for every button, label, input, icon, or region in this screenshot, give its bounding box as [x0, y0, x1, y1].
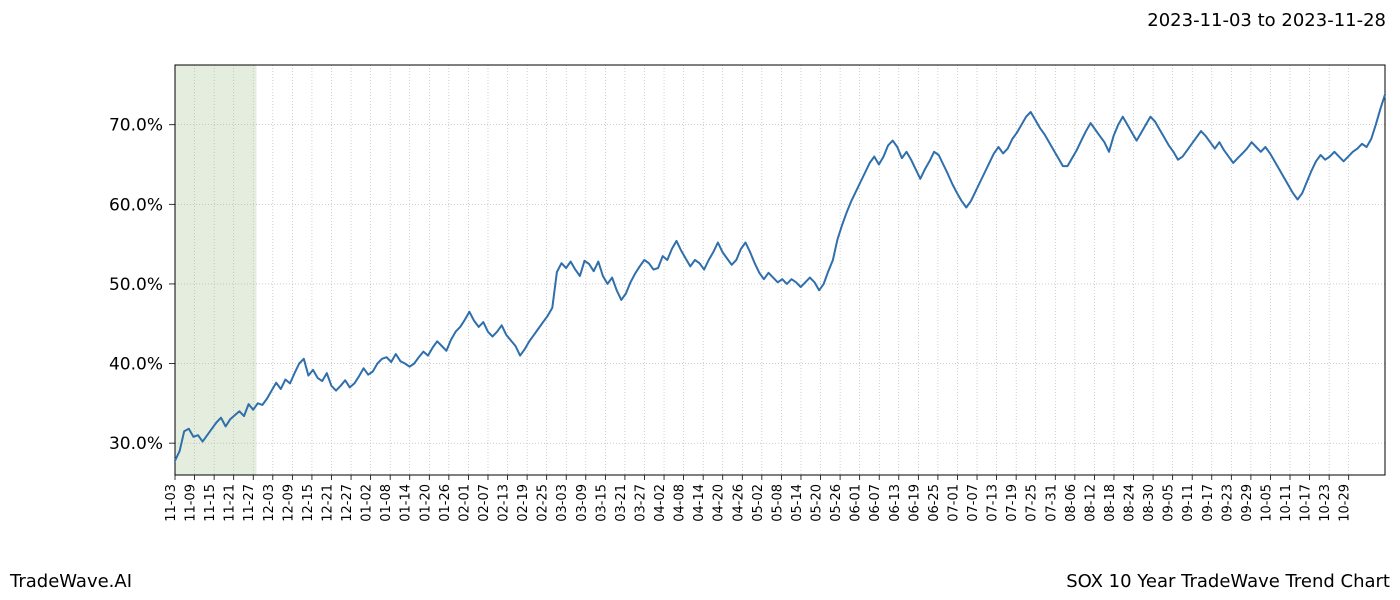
x-tick-label: 07-13 — [986, 484, 1001, 522]
x-tick-label: 10-23 — [1318, 484, 1333, 522]
y-tick-label: 70.0% — [109, 116, 163, 136]
x-tick-label: 07-19 — [1005, 484, 1020, 522]
x-tick-label: 04-26 — [731, 484, 746, 522]
footer-brand: TradeWave.AI — [10, 571, 132, 592]
date-range: 2023-11-03 to 2023-11-28 — [1147, 10, 1386, 31]
x-tick-label: 11-27 — [242, 484, 257, 522]
x-tick-label: 01-08 — [379, 484, 394, 522]
x-tick-label: 09-17 — [1201, 484, 1216, 522]
x-tick-label: 07-07 — [966, 484, 981, 522]
x-tick-label: 05-08 — [770, 484, 785, 522]
x-tick-label: 08-30 — [1142, 484, 1157, 522]
x-tick-label: 09-11 — [1181, 484, 1196, 522]
x-tick-label: 11-03 — [164, 484, 179, 522]
x-tick-label: 01-20 — [418, 484, 433, 522]
x-tick-label: 04-14 — [692, 484, 707, 522]
x-tick-label: 03-15 — [594, 484, 609, 522]
x-tick-label: 08-12 — [1083, 484, 1098, 522]
x-tick-label: 01-14 — [399, 484, 414, 522]
x-tick-label: 07-01 — [946, 484, 961, 522]
x-tick-label: 05-14 — [790, 484, 805, 522]
x-tick-label: 11-09 — [184, 484, 199, 522]
trend-chart: 11-03 11-09 11-15 11-21 11-27 12-03 12-09 12-15… — [0, 45, 1400, 555]
x-tick-label: 10-11 — [1279, 484, 1294, 522]
x-tick-label: 10-17 — [1299, 484, 1314, 522]
footer-title: SOX 10 Year TradeWave Trend Chart — [1066, 571, 1390, 592]
x-tick-label: 07-31 — [1044, 484, 1059, 522]
x-tick-label: 06-13 — [888, 484, 903, 522]
x-tick-label: 12-15 — [301, 484, 316, 522]
x-tick-label: 08-18 — [1103, 484, 1118, 522]
x-tick-label: 07-25 — [1025, 484, 1040, 522]
x-tick-label: 06-01 — [849, 484, 864, 522]
y-tick-label: 40.0% — [109, 355, 163, 375]
x-tick-label: 04-20 — [712, 484, 727, 522]
x-tick-label: 05-20 — [810, 484, 825, 522]
x-tick-label: 10-05 — [1259, 484, 1274, 522]
plot-group: 11-03 11-09 11-15 11-21 11-27 12-03 12-09 12-15… — [109, 65, 1385, 522]
x-tick-label: 03-21 — [614, 484, 629, 522]
x-tick-label: 08-06 — [1064, 484, 1079, 522]
x-tick-label: 09-23 — [1220, 484, 1235, 522]
x-tick-label: 09-05 — [1162, 484, 1177, 522]
series-line — [175, 95, 1385, 461]
x-tick-label: 02-19 — [516, 484, 531, 522]
y-tick-label: 60.0% — [109, 195, 163, 215]
x-tick-label: 12-09 — [281, 484, 296, 522]
x-tick-label: 11-21 — [223, 484, 238, 522]
x-tick-label: 01-26 — [438, 484, 453, 522]
x-tick-label: 02-07 — [477, 484, 492, 522]
y-tick-label: 50.0% — [109, 275, 163, 295]
x-tick-label: 02-01 — [457, 484, 472, 522]
x-tick-label: 03-27 — [633, 484, 648, 522]
x-tick-label: 09-29 — [1240, 484, 1255, 522]
x-tick-label: 04-08 — [673, 484, 688, 522]
x-tick-label: 10-29 — [1338, 484, 1353, 522]
x-tick-label: 05-26 — [829, 484, 844, 522]
x-tick-label: 06-07 — [868, 484, 883, 522]
x-tick-label: 11-15 — [203, 484, 218, 522]
plot-border — [175, 65, 1385, 475]
x-tick-label: 06-19 — [907, 484, 922, 522]
x-tick-label: 01-02 — [360, 484, 375, 522]
y-tick-label: 30.0% — [109, 434, 163, 454]
x-tick-label: 12-21 — [320, 484, 335, 522]
x-tick-label: 12-27 — [340, 484, 355, 522]
x-tick-label: 03-09 — [575, 484, 590, 522]
chart-svg: 11-03 11-09 11-15 11-21 11-27 12-03 12-09 12-15… — [0, 45, 1400, 555]
x-tick-label: 04-02 — [653, 484, 668, 522]
x-tick-label: 02-13 — [497, 484, 512, 522]
x-tick-label: 05-02 — [751, 484, 766, 522]
x-tick-label: 02-25 — [536, 484, 551, 522]
x-tick-label: 06-25 — [927, 484, 942, 522]
x-tick-label: 08-24 — [1123, 484, 1138, 522]
x-tick-label: 12-03 — [262, 484, 277, 522]
x-tick-label: 03-03 — [555, 484, 570, 522]
